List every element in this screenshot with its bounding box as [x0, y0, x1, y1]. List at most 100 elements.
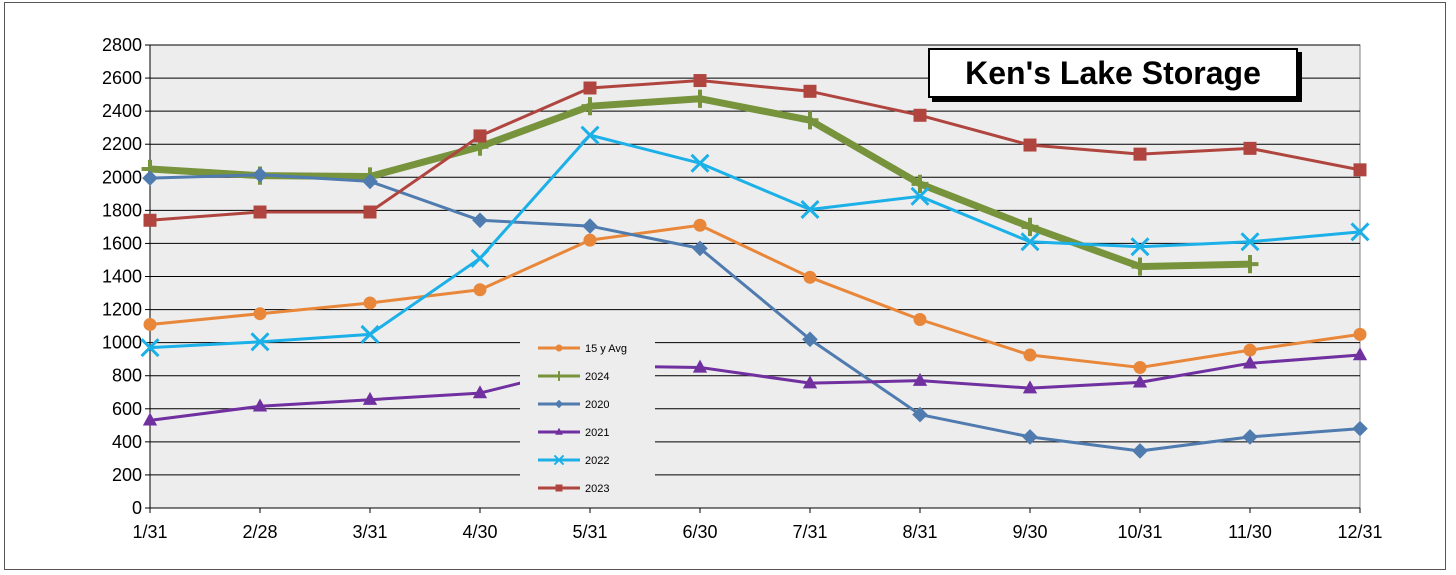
data-point: [1243, 343, 1257, 357]
data-point: [1350, 222, 1370, 242]
data-point: [803, 84, 817, 98]
data-point: [142, 170, 158, 186]
series-line: [149, 173, 1361, 453]
data-point: [1023, 138, 1037, 152]
x-tick-label: 10/31: [1117, 522, 1162, 542]
data-point: [581, 97, 599, 116]
y-tick-label: 1400: [102, 267, 142, 287]
data-point: [363, 296, 377, 310]
legend-marker: [553, 454, 565, 466]
data-point: [360, 324, 380, 344]
legend-label: 2024: [585, 371, 609, 383]
data-point: [1133, 360, 1147, 374]
x-tick-label: 6/30: [682, 522, 717, 542]
data-point: [140, 338, 160, 358]
data-point: [912, 372, 928, 386]
data-point: [252, 167, 268, 183]
legend-box: [520, 335, 655, 500]
data-point: [362, 173, 378, 190]
y-tick-label: 0: [132, 498, 142, 518]
x-tick-label: 2/28: [242, 522, 277, 542]
y-tick-label: 1200: [102, 300, 142, 320]
data-point: [1021, 217, 1039, 236]
y-axis-tick-labels: 0 200 400 600 800 1000 1200 1400 1600 1800 2000 220…: [102, 35, 142, 518]
series-2023: [143, 74, 1367, 227]
y-tick-label: 2600: [102, 68, 142, 88]
y-tick-label: 2800: [102, 35, 142, 55]
data-point: [1243, 141, 1257, 155]
data-point: [142, 412, 158, 426]
data-point: [1353, 163, 1367, 177]
data-point: [363, 205, 377, 219]
data-point: [803, 270, 817, 284]
data-point: [1020, 232, 1040, 252]
data-point: [1241, 254, 1259, 274]
data-point: [1132, 374, 1148, 388]
data-point: [693, 218, 707, 232]
legend-marker: [555, 427, 563, 435]
data-point: [913, 108, 927, 122]
y-tick-label: 1600: [102, 233, 142, 253]
series-2024: [141, 89, 1259, 276]
series-2020: [142, 167, 1368, 459]
data-point: [800, 200, 820, 220]
series-line: [149, 223, 1361, 369]
data-point: [253, 307, 267, 321]
legend-label: 2022: [585, 455, 609, 467]
data-point: [143, 317, 157, 331]
data-point: [472, 385, 488, 399]
data-point: [802, 331, 818, 348]
data-point: [1242, 355, 1258, 369]
y-tick-label: 2200: [102, 134, 142, 154]
data-point: [250, 332, 270, 352]
data-point: [470, 248, 490, 268]
data-point: [143, 213, 157, 227]
data-point: [1022, 380, 1038, 394]
series-line: [149, 79, 1361, 222]
legend-label: 2023: [585, 483, 609, 495]
data-point: [692, 240, 708, 257]
data-point: [1352, 347, 1368, 361]
y-tick-label: 600: [112, 399, 142, 419]
series-2022: [140, 125, 1370, 358]
data-point: [473, 283, 487, 297]
data-point: [802, 375, 818, 389]
y-tick-label: 1800: [102, 200, 142, 220]
data-point: [1133, 147, 1147, 161]
data-point: [472, 212, 488, 229]
y-tick-label: 800: [112, 366, 142, 386]
y-tick-label: 2000: [102, 167, 142, 187]
legend-marker: [554, 399, 564, 409]
data-point: [253, 205, 267, 219]
data-point: [362, 391, 378, 405]
legend-label: 2020: [585, 399, 609, 411]
data-point: [252, 398, 268, 412]
data-point: [473, 129, 487, 143]
x-tick-label: 7/31: [792, 522, 827, 542]
series-line: [149, 133, 1361, 350]
data-point: [1023, 348, 1037, 362]
legend-marker: [555, 484, 563, 492]
data-point: [690, 153, 710, 173]
data-point: [910, 186, 930, 206]
data-point: [691, 89, 709, 108]
x-tick-label: 5/31: [572, 522, 607, 542]
series-layer: [140, 74, 1370, 459]
y-tick-label: 2400: [102, 101, 142, 121]
data-point: [582, 218, 598, 234]
data-point: [912, 406, 928, 423]
data-point: [693, 74, 707, 88]
data-point: [1130, 237, 1150, 257]
x-tick-label: 8/31: [902, 522, 937, 542]
data-point: [1353, 327, 1367, 341]
series-2021: [142, 347, 1368, 426]
y-tick-label: 200: [112, 465, 142, 485]
legend-marker: [554, 371, 564, 381]
data-point: [1352, 420, 1368, 437]
data-point: [1132, 443, 1148, 459]
x-tick-label: 11/30: [1228, 522, 1272, 542]
y-tick-label: 1000: [102, 333, 142, 353]
x-axis-tick-labels: 1/31 2/28 3/31 4/30 5/31 6/30 7/31 8/31 9/30 10/3…: [132, 522, 1382, 542]
data-point: [1022, 429, 1038, 445]
